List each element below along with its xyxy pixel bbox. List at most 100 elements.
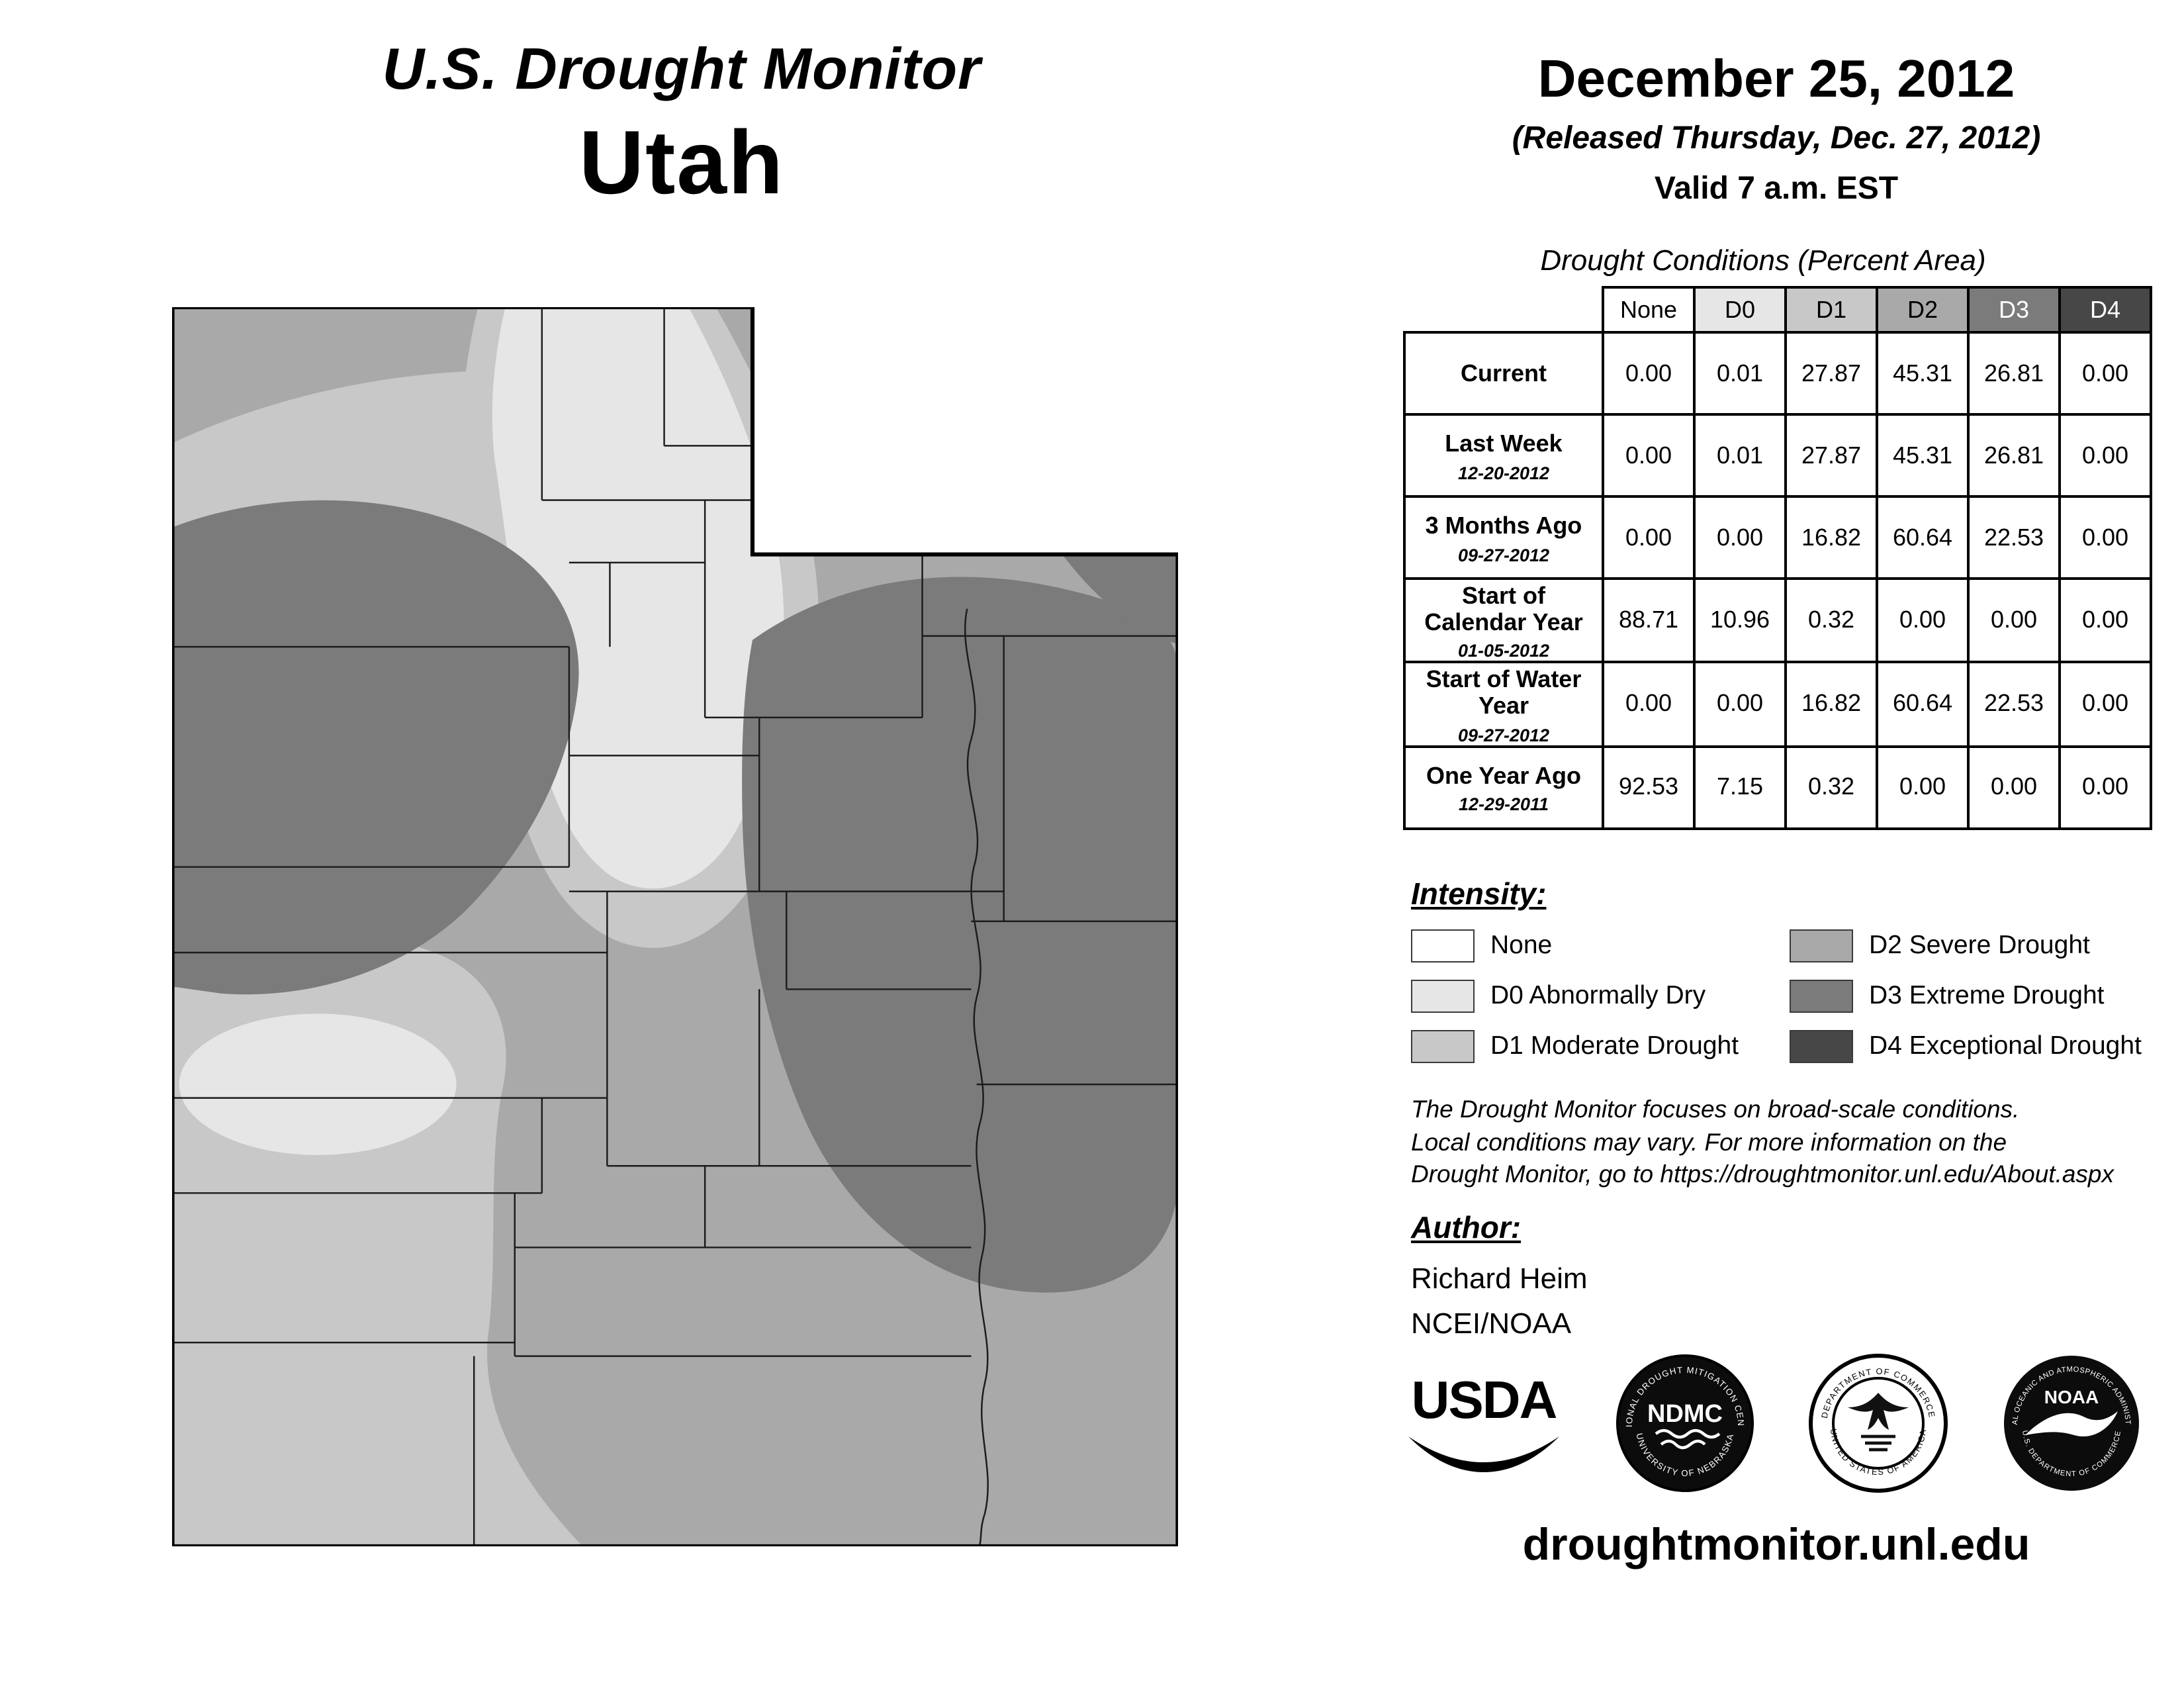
table-title: Drought Conditions (Percent Area)	[1540, 244, 1986, 277]
table-cell: 16.82	[1784, 661, 1878, 748]
row-label: Last Week 12-20-2012	[1403, 413, 1604, 498]
table-cell: 0.00	[1602, 661, 1696, 748]
author-name: Richard Heim	[1411, 1262, 1588, 1295]
col-header-d2: D2	[1876, 286, 1970, 334]
col-header-none: None	[1602, 286, 1696, 334]
drought-conditions-table: None D0 D1 D2 D3 D4 Current 0.00 0.01 27…	[1403, 286, 2152, 830]
legend-item-d3: D3 Extreme Drought	[1790, 980, 2142, 1013]
row-label: Start of Calendar Year 01-05-2012	[1403, 577, 1604, 664]
date-block: December 25, 2012 (Released Thursday, De…	[1350, 50, 2184, 208]
report-date: December 25, 2012	[1537, 50, 2015, 109]
ndmc-logo: NATIONAL DROUGHT MITIGATION CENTER UNIVE…	[1615, 1353, 1754, 1492]
table-cell: 0.00	[2058, 413, 2152, 498]
d0-swatch	[1411, 980, 1475, 1013]
footer-url[interactable]: droughtmonitor.unl.edu	[1522, 1520, 2030, 1570]
usda-swoosh	[1408, 1436, 1559, 1472]
d2-swatch	[1790, 929, 1853, 962]
legend-item-d4: D4 Exceptional Drought	[1790, 1030, 2142, 1063]
legend-item-d2: D2 Severe Drought	[1790, 929, 2142, 962]
none-swatch	[1411, 929, 1475, 962]
table-cell: 0.00	[2058, 495, 2152, 580]
table-cell: 0.00	[1693, 661, 1787, 748]
d3-region-east	[742, 577, 1178, 1293]
table-cell: 27.87	[1784, 413, 1878, 498]
table-cell: 7.15	[1693, 745, 1787, 830]
table-cell: 26.81	[1967, 331, 2061, 416]
table-cell: 26.81	[1967, 413, 2061, 498]
table-row: Start of Water Year 09-27-2012 0.00 0.00…	[1403, 661, 2152, 748]
row-label: One Year Ago 12-29-2011	[1403, 745, 1604, 830]
report-title: U.S. Drought Monitor	[382, 37, 981, 102]
table-cell: 0.32	[1784, 745, 1878, 830]
intensity-legend: None D0 Abnormally Dry D1 Moderate Droug…	[1411, 929, 2160, 1063]
legend-item-d1: D1 Moderate Drought	[1411, 1030, 1790, 1063]
table-cell: 0.00	[1967, 745, 2061, 830]
d0-region-west-central	[179, 1013, 457, 1155]
table-cell: 0.00	[1876, 745, 1970, 830]
drought-shading	[172, 307, 1178, 1546]
col-header-d4: D4	[2058, 286, 2152, 334]
table-row: Start of Calendar Year 01-05-2012 88.71 …	[1403, 577, 2152, 664]
legend-item-d0: D0 Abnormally Dry	[1411, 980, 1790, 1013]
commerce-seal-logo: DEPARTMENT OF COMMERCE UNITED STATES OF …	[1809, 1354, 1948, 1493]
table-cell: 0.00	[2058, 661, 2152, 748]
d3-region-northwest	[172, 500, 579, 995]
valid-time: Valid 7 a.m. EST	[1654, 171, 1899, 207]
col-header-d0: D0	[1693, 286, 1787, 334]
table-cell: 22.53	[1967, 661, 2061, 748]
usda-logo: USDA	[1406, 1371, 1562, 1476]
author-heading: Author:	[1411, 1210, 1522, 1244]
state-outline	[172, 307, 1178, 1546]
table-cell: 0.00	[1602, 413, 1696, 498]
state-map-svg	[172, 307, 1178, 1546]
svg-text:NDMC: NDMC	[1647, 1400, 1723, 1428]
about-url-line: Drought Monitor, go to https://droughtmo…	[1411, 1160, 2114, 1188]
table-cell: 22.53	[1967, 495, 2061, 580]
noaa-logo: NATIONAL OCEANIC AND ATMOSPHERIC ADMINIS…	[2001, 1353, 2139, 1491]
row-label: Start of Water Year 09-27-2012	[1403, 661, 1604, 748]
table-cell: 0.00	[2058, 331, 2152, 416]
eagle-emblem	[1848, 1393, 1909, 1452]
table-corner-cell	[1404, 287, 1603, 332]
drought-map	[172, 307, 1178, 1546]
table-cell: 0.01	[1693, 331, 1787, 416]
table-cell: 0.00	[2058, 745, 2152, 830]
table-cell: 0.00	[1602, 331, 1696, 416]
table-cell: 92.53	[1602, 745, 1696, 830]
table-row: Last Week 12-20-2012 0.00 0.01 27.87 45.…	[1403, 413, 2152, 498]
table-row: Current 0.00 0.01 27.87 45.31 26.81 0.00	[1403, 331, 2152, 416]
table-cell: 60.64	[1876, 495, 1970, 580]
table-cell: 10.96	[1693, 577, 1787, 664]
table-header-row: None D0 D1 D2 D3 D4	[1404, 286, 2152, 334]
table-cell: 45.31	[1876, 331, 1970, 416]
d3-region-northeast-corner	[1062, 554, 1178, 645]
table-cell: 0.00	[2058, 577, 2152, 664]
table-cell: 27.87	[1784, 331, 1878, 416]
table-cell: 60.64	[1876, 661, 1970, 748]
agency-logos: USDA NATIONAL DROUGHT MITIGATION CENTER …	[1406, 1353, 2142, 1493]
table-cell: 0.00	[1967, 577, 2061, 664]
intensity-heading: Intensity:	[1411, 876, 1547, 911]
disclaimer-text: The Drought Monitor focuses on broad-sca…	[1411, 1094, 2114, 1192]
table-cell: 16.82	[1784, 495, 1878, 580]
col-header-d3: D3	[1967, 286, 2061, 334]
map-title-block: U.S. Drought Monitor Utah	[192, 37, 1171, 214]
table-cell: 0.00	[1693, 495, 1787, 580]
state-name: Utah	[578, 113, 785, 213]
d1-swatch	[1411, 1030, 1475, 1063]
table-row: 3 Months Ago 09-27-2012 0.00 0.00 16.82 …	[1403, 495, 2152, 580]
table-cell: 88.71	[1602, 577, 1696, 664]
author-block: Author: Richard Heim NCEI/NOAA	[1411, 1210, 1588, 1341]
seagull-icon	[2025, 1411, 2118, 1437]
d3-swatch	[1790, 980, 1853, 1013]
legend-item-none: None	[1411, 929, 1790, 962]
author-org: NCEI/NOAA	[1411, 1307, 1572, 1340]
county-boundaries	[172, 307, 1178, 1546]
table-cell: 45.31	[1876, 413, 1970, 498]
table-cell: 0.32	[1784, 577, 1878, 664]
table-row: One Year Ago 12-29-2011 92.53 7.15 0.32 …	[1403, 745, 2152, 830]
row-label: Current	[1403, 331, 1604, 416]
release-date: (Released Thursday, Dec. 27, 2012)	[1512, 120, 2041, 156]
table-cell: 0.00	[1602, 495, 1696, 580]
